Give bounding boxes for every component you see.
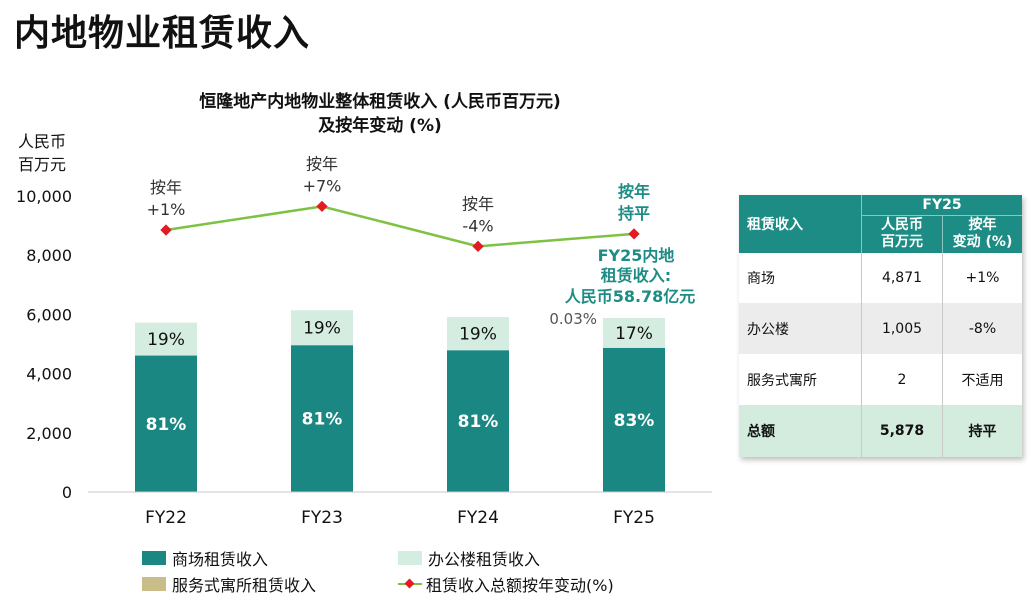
stacked-bar-line-chart: 0 2,000 4,000 6,000 8,000 10,000 81% 19% FY22 81%…: [0, 0, 740, 540]
bar-label-residence: 0.03%: [549, 310, 597, 328]
fy25-annotation-line1: FY25内地: [598, 246, 675, 265]
bar-label-office: 19%: [147, 330, 185, 350]
bar-label-mall: 81%: [302, 410, 343, 430]
bar-label-mall: 83%: [614, 411, 655, 431]
yoy-marker: [316, 201, 327, 212]
table-header-fy25: FY25: [862, 195, 1023, 215]
legend-item-mall: 商场租赁收入: [142, 546, 268, 570]
table-header-category: 租赁收入: [739, 195, 862, 253]
legend-label-yoy: 租赁收入总额按年变动(%): [426, 572, 614, 596]
row-value: 1,005: [862, 303, 943, 354]
total-value: 5,878: [862, 405, 943, 457]
y-tick-label: 10,000: [16, 187, 72, 206]
legend-swatch-mall: [142, 551, 166, 565]
x-tick-label: FY23: [301, 508, 343, 528]
legend-label-residence: 服务式寓所租赁收入: [172, 572, 316, 596]
y-tick-label: 8,000: [26, 246, 72, 265]
bar-label-office: 19%: [459, 325, 497, 345]
row-change: -8%: [943, 303, 1023, 354]
yoy-label-line2: +1%: [147, 200, 186, 219]
legend-swatch-office: [398, 551, 422, 565]
row-value: 4,871: [862, 253, 943, 303]
yoy-marker: [472, 241, 483, 252]
bar-label-mall: 81%: [458, 412, 499, 432]
yoy-label-line1: 按年: [462, 194, 494, 213]
table-row: 商场 4,871 +1%: [739, 253, 1022, 303]
x-tick-label: FY24: [457, 508, 499, 528]
row-value: 2: [862, 354, 943, 405]
yoy-label-line1: 按年: [618, 182, 650, 201]
row-name: 办公楼: [739, 303, 862, 354]
row-name: 服务式寓所: [739, 354, 862, 405]
row-change: 不适用: [943, 354, 1023, 405]
legend-label-mall: 商场租赁收入: [172, 546, 268, 570]
row-change: +1%: [943, 253, 1023, 303]
x-tick-label: FY25: [613, 508, 655, 528]
yoy-line: [166, 206, 634, 246]
x-tick-label: FY22: [145, 508, 187, 528]
rental-income-table: 租赁收入 FY25 人民币 百万元 按年 变动 (%) 商场 4,871 +1%…: [739, 195, 1022, 457]
legend-label-office: 办公楼租赁收入: [428, 546, 540, 570]
table-header-rmb: 人民币 百万元: [862, 215, 943, 253]
yoy-label-line2: -4%: [462, 216, 493, 235]
bar-label-office: 19%: [303, 319, 341, 339]
yoy-label-line2: +7%: [303, 176, 342, 195]
bar-label-mall: 81%: [146, 415, 187, 435]
y-tick-label: 6,000: [26, 305, 72, 324]
legend-item-residence: 服务式寓所租赁收入: [142, 572, 316, 596]
y-tick-label: 0: [62, 483, 72, 502]
table-total-row: 总额 5,878 持平: [739, 405, 1022, 457]
legend-swatch-yoy-line: [398, 577, 422, 591]
table-row: 服务式寓所 2 不适用: [739, 354, 1022, 405]
yoy-label-line1: 按年: [150, 178, 182, 197]
fy25-annotation-line2: 租赁收入:: [601, 266, 671, 285]
yoy-marker: [160, 224, 171, 235]
yoy-marker: [628, 228, 639, 239]
table-header-yoy: 按年 变动 (%): [943, 215, 1023, 253]
y-tick-label: 4,000: [26, 365, 72, 384]
yoy-label-line2: 持平: [618, 204, 650, 223]
table-row: 办公楼 1,005 -8%: [739, 303, 1022, 354]
row-name: 商场: [739, 253, 862, 303]
fy25-annotation-line3: 人民币58.78亿元: [565, 287, 696, 306]
legend-swatch-residence: [142, 577, 166, 591]
legend-item-yoy: 租赁收入总额按年变动(%): [398, 572, 614, 596]
table-header-row-1: 租赁收入 FY25: [739, 195, 1022, 215]
total-name: 总额: [739, 405, 862, 457]
bar-label-office: 17%: [615, 324, 653, 344]
legend-item-office: 办公楼租赁收入: [398, 546, 540, 570]
yoy-label-line1: 按年: [306, 154, 338, 173]
y-tick-label: 2,000: [26, 424, 72, 443]
total-change: 持平: [943, 405, 1023, 457]
